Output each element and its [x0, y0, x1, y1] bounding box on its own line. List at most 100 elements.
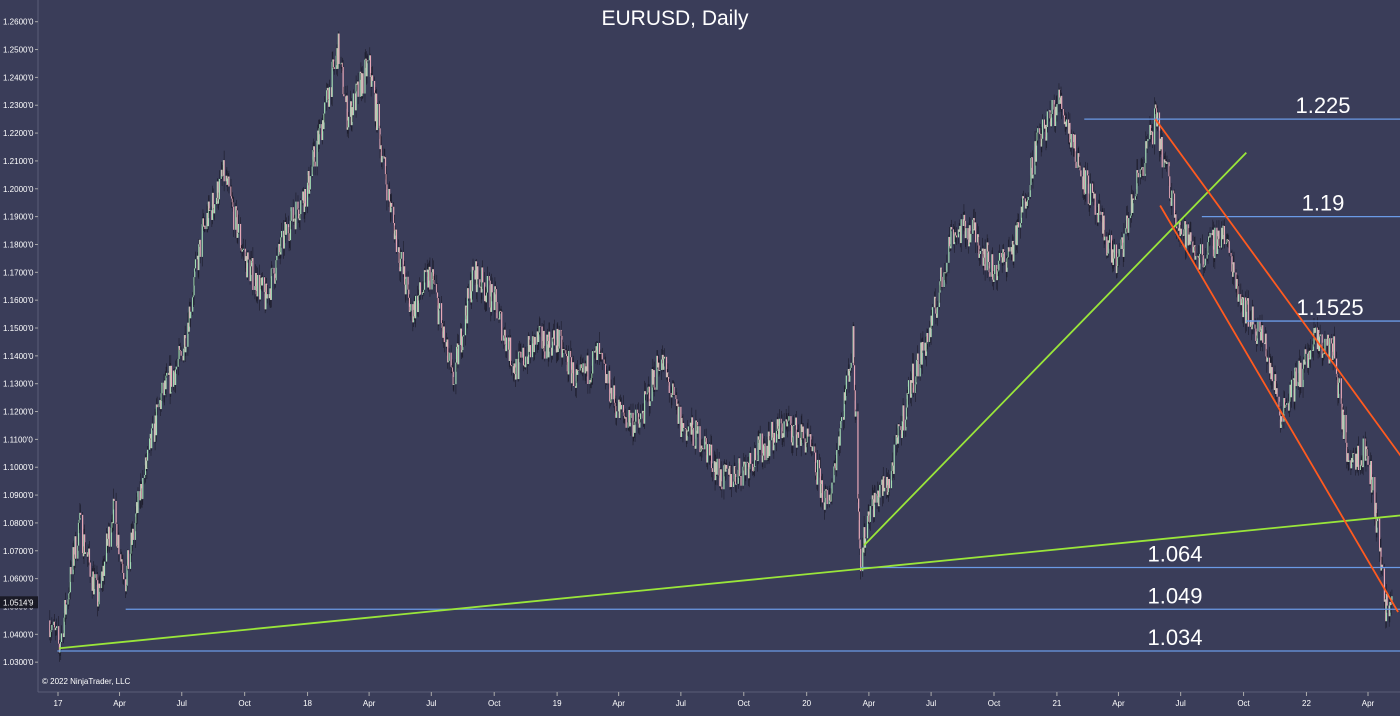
candle-body: [565, 350, 567, 354]
candle-body: [812, 446, 814, 452]
candle-body: [129, 553, 132, 569]
candle-body: [1294, 367, 1296, 402]
candle-body: [744, 464, 746, 476]
candle-body: [1011, 240, 1014, 255]
candle-body: [1237, 286, 1239, 302]
candle-body: [529, 345, 532, 358]
candle-body: [475, 261, 477, 280]
candle-body: [840, 417, 843, 422]
candle-body: [1357, 445, 1360, 470]
candle-body: [285, 224, 287, 235]
candle-body: [1337, 377, 1339, 398]
candle-body: [1294, 367, 1297, 369]
x-tick-label: Apr: [363, 699, 376, 708]
candle-body: [1247, 298, 1249, 301]
candle-body: [437, 298, 439, 325]
candle-body: [1056, 104, 1058, 116]
candle-body: [366, 61, 368, 77]
candle-body: [438, 303, 441, 309]
candle-body: [912, 363, 914, 393]
candle-body: [1159, 138, 1161, 151]
candle-body: [642, 410, 644, 419]
candle-body: [1203, 265, 1206, 267]
candle-body: [472, 266, 474, 271]
candle-body: [960, 219, 962, 244]
candle-body: [1262, 325, 1264, 343]
candle-body: [174, 371, 176, 385]
candle-body: [1379, 547, 1381, 552]
candle-body: [933, 296, 936, 308]
candle-body: [394, 230, 396, 240]
candle-body: [423, 270, 426, 290]
y-tick-label: 1.2600'0: [3, 18, 34, 27]
candle-body: [534, 336, 536, 345]
candle-body: [1326, 338, 1328, 346]
candle-body: [1174, 214, 1176, 218]
candle-body: [855, 411, 857, 417]
candle-body: [443, 326, 445, 338]
candle-body: [676, 399, 678, 407]
candle-body: [499, 311, 501, 320]
candle-body: [303, 203, 305, 212]
candle-body: [116, 523, 118, 547]
candle-body: [247, 252, 249, 260]
candle-body: [627, 422, 629, 428]
candle-body: [764, 443, 766, 461]
candle-body: [407, 276, 409, 290]
candle-body: [117, 534, 119, 548]
candle-body: [562, 349, 564, 350]
candle-body: [946, 262, 948, 272]
candle-body: [1002, 249, 1004, 263]
candle-body: [246, 252, 248, 278]
candle-body: [862, 547, 865, 553]
level-label: 1.064: [1147, 541, 1202, 566]
candle-body: [901, 430, 903, 439]
candle-body: [1035, 140, 1037, 162]
candle-body: [1144, 163, 1146, 176]
candle-body: [64, 600, 67, 615]
candle-body: [436, 292, 439, 299]
candle-body: [441, 323, 443, 328]
candle-body: [1068, 122, 1070, 134]
x-tick-label: Apr: [1362, 699, 1375, 708]
candle-body: [907, 393, 909, 394]
candle-body: [750, 452, 752, 464]
candle-body: [557, 348, 560, 352]
candle-body: [419, 282, 421, 295]
candle-body: [1305, 349, 1307, 354]
candle-body: [1091, 183, 1094, 193]
candle-body: [1389, 601, 1392, 606]
candle-body: [953, 234, 955, 245]
candle-body: [207, 201, 210, 227]
candle-body: [203, 225, 205, 227]
candle-body: [592, 351, 594, 374]
candle-body: [385, 174, 387, 185]
candle-body: [91, 576, 93, 591]
candle-body: [611, 387, 613, 400]
candle-body: [800, 424, 802, 446]
candle-body: [1295, 367, 1297, 387]
candle-body: [216, 197, 218, 205]
candle-body: [250, 261, 253, 267]
candle-body: [930, 315, 932, 338]
candle-body: [1102, 212, 1104, 234]
candle-body: [1035, 141, 1037, 162]
candle-body: [1374, 502, 1377, 517]
candle-body: [75, 536, 77, 559]
x-tick-label: Oct: [738, 699, 751, 708]
x-tick-label: Apr: [612, 699, 625, 708]
candle-body: [360, 71, 362, 74]
chart-title: EURUSD, Daily: [601, 7, 749, 30]
candle-body: [484, 282, 486, 302]
candle-body: [1232, 271, 1234, 277]
candle-body: [321, 124, 323, 141]
candle-body: [149, 438, 151, 450]
candle-body: [1020, 206, 1022, 224]
candle-body: [504, 329, 506, 345]
candle-body: [1187, 224, 1189, 246]
candle-body: [730, 474, 733, 487]
candle-body: [766, 445, 768, 461]
candle-body: [920, 342, 923, 365]
candle-body: [797, 432, 799, 435]
candle-body: [326, 90, 328, 103]
